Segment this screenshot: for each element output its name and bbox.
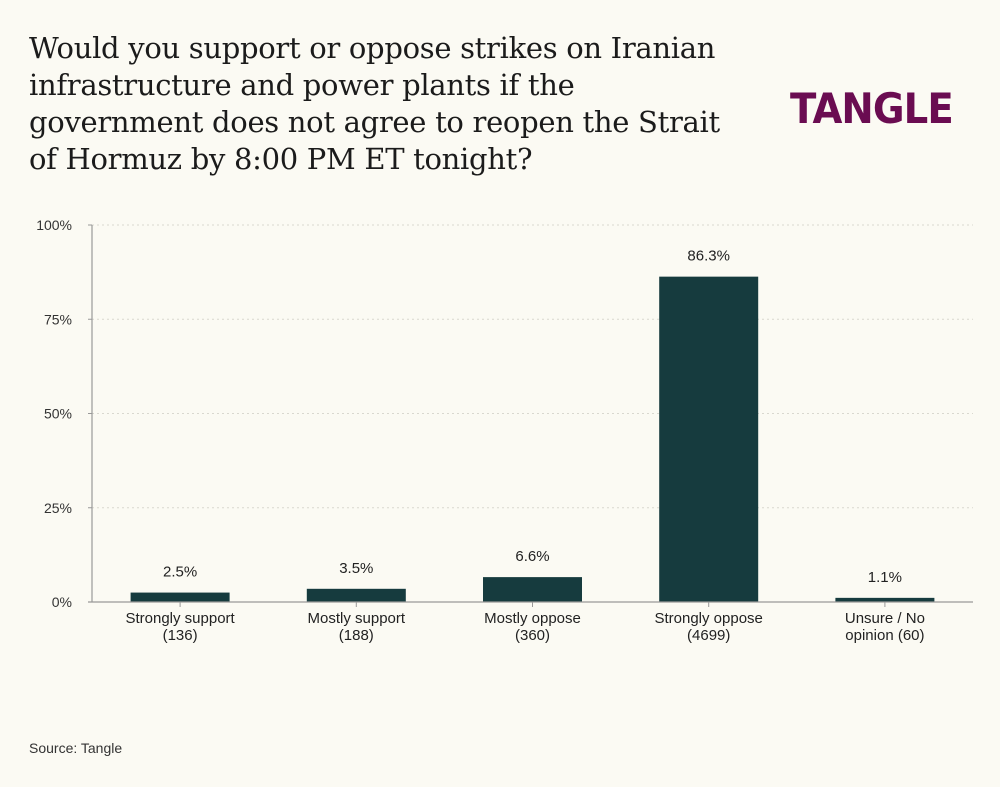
x-tick-label: Mostly support: [308, 610, 406, 627]
x-tick-label: opinion (60): [845, 627, 924, 644]
y-tick-label: 50%: [44, 406, 72, 422]
data-label: 6.6%: [515, 548, 549, 565]
y-tick-label: 100%: [36, 217, 72, 233]
data-label: 1.1%: [868, 569, 902, 586]
tangle-logo: TANGLE: [790, 84, 954, 133]
x-tick-label: (188): [339, 627, 374, 644]
x-tick-label: (4699): [687, 627, 730, 644]
x-tick-label: Mostly oppose: [484, 610, 581, 627]
bar: [835, 597, 935, 602]
x-tick-label: (360): [515, 627, 550, 644]
y-tick-label: 0%: [52, 594, 72, 610]
bar: [306, 588, 406, 602]
y-tick-label: 25%: [44, 500, 72, 516]
chart-title: Would you support or oppose strikes on I…: [29, 31, 720, 176]
source-note: Source: Tangle: [29, 740, 123, 756]
bar: [130, 592, 230, 602]
x-tick-label: (136): [163, 627, 198, 644]
data-label: 3.5%: [339, 560, 373, 577]
x-tick-label: Strongly support: [125, 610, 235, 627]
data-label: 86.3%: [687, 248, 730, 265]
x-tick-label: Strongly oppose: [654, 610, 762, 627]
x-tick-label: Unsure / No: [845, 610, 925, 627]
bar: [483, 577, 582, 602]
bar: [659, 276, 759, 602]
y-tick-label: 75%: [44, 311, 72, 327]
data-label: 2.5%: [163, 564, 197, 581]
